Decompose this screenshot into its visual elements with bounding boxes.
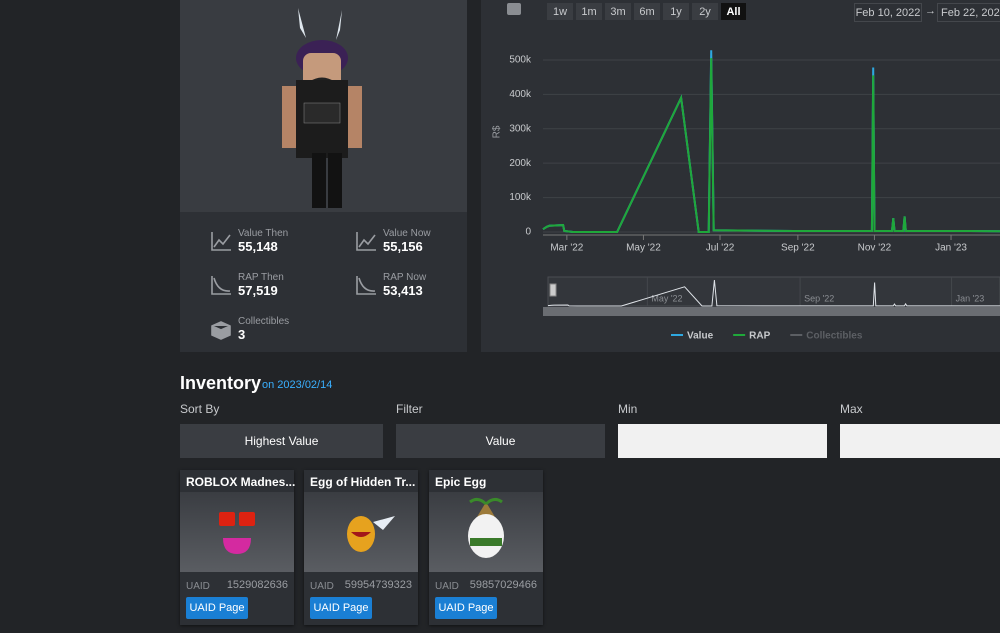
filter-select[interactable]: Value: [396, 424, 605, 458]
item-image: [180, 492, 294, 572]
navigator-line: [547, 279, 1000, 307]
stat-label: Value Now: [383, 228, 431, 239]
stat-icon: [211, 321, 231, 340]
item-thumbnail: [347, 516, 395, 552]
uaid-button[interactable]: UAID Page: [186, 597, 248, 619]
stat-icon: [356, 276, 376, 295]
uaid-label: UAID: [186, 581, 210, 592]
uaid-button[interactable]: UAID Page: [435, 597, 497, 619]
uaid-label: UAID: [310, 581, 334, 592]
icon-shape: [211, 276, 231, 295]
stat-label: Value Then: [238, 228, 289, 239]
chart: R$ 0 100k 200k 300k 400k 500k Mar '22 May '22 Jul…: [492, 50, 1000, 342]
stat-label: Collectibles: [238, 316, 290, 327]
y-tick-label: 0: [525, 227, 531, 238]
uaid-value: 59954739323: [344, 579, 412, 591]
date-arrow: →: [925, 5, 936, 17]
filter-input[interactable]: [840, 424, 1000, 458]
y-tick-label: 100k: [509, 192, 532, 203]
stat-label: RAP Then: [238, 272, 284, 283]
uaid-button[interactable]: UAID Page: [310, 597, 372, 619]
navigator-tick-label: Sep '22: [804, 293, 834, 303]
range-button[interactable]: 1m: [576, 3, 602, 20]
navigator-tick-label: Jan '23: [956, 293, 985, 303]
y-tick-label: 200k: [509, 158, 532, 169]
legend-label: Collectibles: [806, 331, 863, 342]
date-to[interactable]: Feb 22, 2023: [937, 3, 1000, 22]
x-tick-label: Mar '22: [550, 243, 583, 254]
navigator-handle: [549, 283, 557, 297]
stat-icon: [211, 276, 231, 295]
icon-shape: [211, 321, 231, 340]
series-line: [542, 50, 1000, 233]
stat-value: 57,519: [238, 283, 278, 298]
filter-label: Max: [840, 402, 863, 416]
x-tick-label: Sep '22: [781, 243, 815, 254]
navigator: [547, 276, 1000, 307]
icon-shape: [356, 232, 376, 251]
item-card[interactable]: Epic Egg UAID 59857029466 UAID Page: [429, 470, 543, 625]
avatar: [282, 8, 362, 208]
navigator-tick-label: May '22: [651, 293, 682, 303]
filter-input[interactable]: [618, 424, 827, 458]
item-card[interactable]: ROBLOX Madnes... UAID 1529082636 UAID Page: [180, 470, 296, 625]
range-button[interactable]: 6m: [634, 3, 660, 20]
stat-icon: [211, 232, 231, 251]
filter-label: Sort By: [180, 402, 220, 416]
x-tick-label: Jul '22: [706, 243, 735, 254]
legend-label: RAP: [749, 331, 770, 342]
uaid-value: 1529082636: [226, 579, 288, 591]
item-thumbnail: [468, 497, 504, 558]
filter-select[interactable]: Highest Value: [180, 424, 383, 458]
item-card[interactable]: Egg of Hidden Tr... UAID 59954739323 UAID P…: [304, 470, 418, 625]
x-tick-label: May '22: [626, 243, 661, 254]
item-thumbnail: [219, 512, 255, 554]
range-button[interactable]: 2y: [692, 3, 718, 20]
item-title: ROBLOX Madnes...: [186, 475, 296, 489]
y-tick-label: 400k: [509, 89, 532, 100]
series-line: [542, 58, 1000, 233]
range-button[interactable]: 1w: [547, 3, 573, 20]
item-title: Egg of Hidden Tr...: [310, 475, 416, 489]
filter-label: Filter: [396, 402, 423, 416]
stat-label: RAP Now: [383, 272, 427, 283]
stat-value: 55,148: [238, 239, 278, 254]
stat-value: 53,413: [383, 283, 423, 298]
legend-label: Value: [687, 331, 714, 342]
item-title: Epic Egg: [435, 475, 487, 489]
x-tick-label: Nov '22: [858, 243, 892, 254]
x-tick-label: Jan '23: [935, 243, 967, 254]
uaid-value: 59857029466: [469, 579, 537, 591]
stat-icon: [356, 232, 376, 251]
uaid-label: UAID: [435, 581, 459, 592]
item-image: [429, 492, 543, 572]
stat-value: 55,156: [383, 239, 423, 254]
stat-value: 3: [238, 327, 246, 342]
y-tick-label: 300k: [509, 123, 532, 134]
range-button[interactable]: All: [721, 3, 746, 20]
y-axis-label: R$: [492, 125, 503, 138]
icon-shape: [356, 276, 376, 295]
range-button[interactable]: 1y: [663, 3, 689, 20]
range-button[interactable]: 3m: [605, 3, 631, 20]
icon-shape: [211, 232, 231, 251]
item-image: [304, 492, 418, 572]
y-tick-label: 500k: [509, 55, 532, 66]
comment-icon: [507, 3, 521, 15]
filter-label: Min: [618, 402, 638, 416]
scrollbar: [543, 307, 1000, 316]
date-from[interactable]: Feb 10, 2022: [854, 3, 922, 22]
inventory-title: Inventory: [180, 373, 262, 393]
inventory-date: on 2023/02/14: [262, 379, 333, 391]
